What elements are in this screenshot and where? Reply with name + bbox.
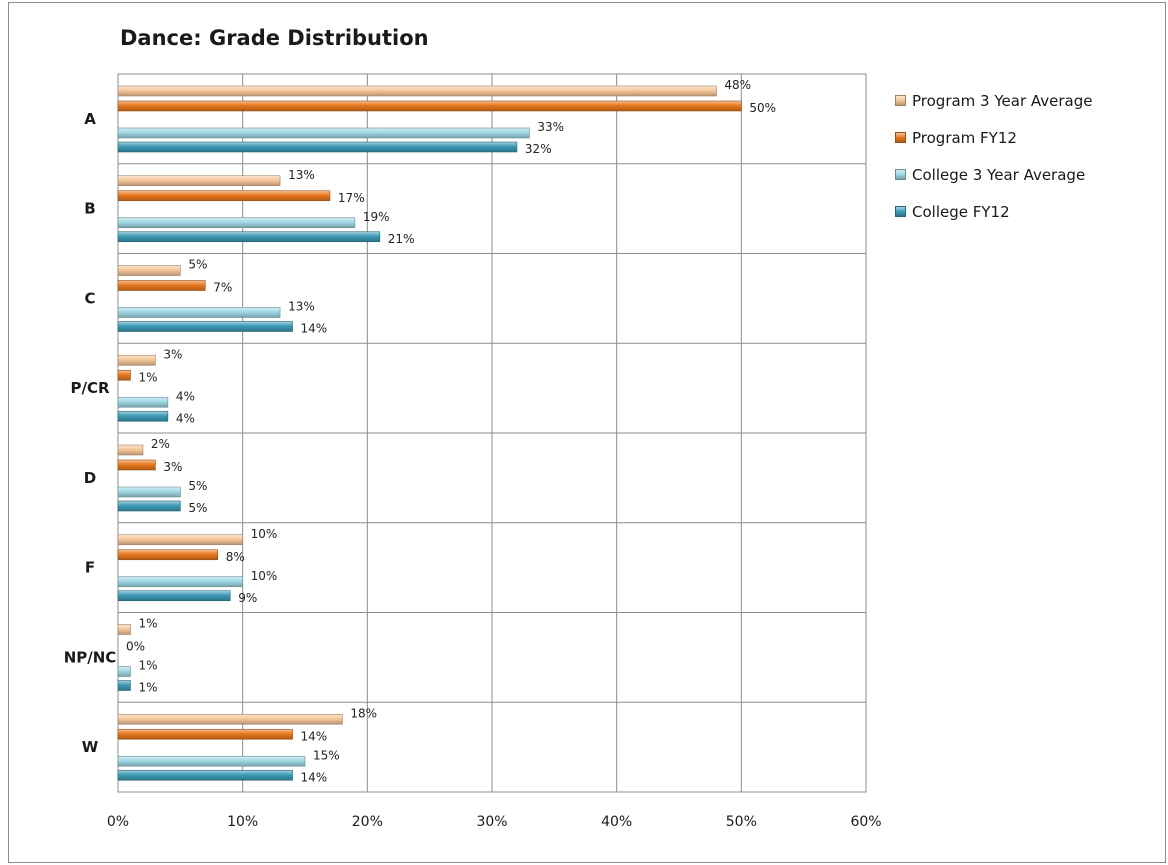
- legend-swatch: [895, 95, 906, 106]
- bar-value-label: 14%: [301, 770, 328, 784]
- bar-value-label: 5%: [188, 258, 207, 272]
- bar: [117, 217, 356, 229]
- x-tick-label: 10%: [227, 814, 258, 830]
- bar-value-label: 33%: [537, 120, 564, 134]
- bar: [117, 127, 530, 139]
- bar: [117, 307, 281, 318]
- bar-value-label: 0%: [126, 640, 145, 654]
- bar: [117, 321, 293, 332]
- bar: [117, 354, 156, 366]
- bar: [117, 396, 169, 408]
- legend-swatch: [895, 206, 906, 217]
- legend-label: Program FY12: [912, 128, 1017, 147]
- chart-legend: Program 3 Year Average Program FY12 Colleg…: [895, 82, 1093, 230]
- bar: [117, 444, 144, 456]
- bar: [117, 190, 331, 202]
- bar-value-label: 5%: [188, 479, 207, 493]
- bar-value-label: 2%: [151, 437, 170, 451]
- bar: [117, 500, 181, 512]
- legend-item: Program FY12: [895, 119, 1093, 156]
- category-label: C: [84, 289, 95, 307]
- bar-value-label: 9%: [238, 591, 257, 605]
- bar: [117, 265, 181, 276]
- bar: [117, 549, 219, 561]
- bar-value-label: 13%: [288, 300, 315, 314]
- bar-value-label: 1%: [138, 617, 157, 631]
- category-label: W: [82, 738, 99, 756]
- bar-value-label: 14%: [301, 729, 328, 743]
- bar-value-label: 50%: [749, 101, 776, 115]
- bar: [117, 486, 181, 498]
- category-label: P/CR: [70, 379, 109, 397]
- legend-item: College FY12: [895, 193, 1093, 230]
- legend-swatch: [895, 169, 906, 180]
- bar: [117, 590, 231, 602]
- bar: [117, 410, 169, 422]
- category-label: F: [85, 559, 95, 577]
- bar-value-label: 1%: [138, 681, 157, 695]
- bar-value-label: 18%: [350, 706, 377, 720]
- bar: [117, 459, 156, 471]
- bar-value-label: 21%: [388, 232, 415, 246]
- bar-value-label: 1%: [138, 659, 157, 673]
- bar: [117, 624, 131, 635]
- bar: [117, 666, 131, 677]
- bar-value-label: 32%: [525, 142, 552, 156]
- bar-value-label: 17%: [338, 191, 365, 205]
- bar-value-label: 4%: [176, 411, 195, 425]
- bar: [117, 576, 243, 588]
- bar: [117, 713, 343, 725]
- x-tick-label: 60%: [850, 814, 881, 830]
- category-label: B: [84, 200, 95, 218]
- bar: [117, 728, 293, 740]
- legend-label: College 3 Year Average: [912, 165, 1086, 184]
- bar: [117, 175, 281, 187]
- bar-value-label: 10%: [251, 527, 278, 541]
- bar-value-label: 1%: [138, 370, 157, 384]
- legend-label: College FY12: [912, 202, 1010, 221]
- bar-value-label: 4%: [176, 389, 195, 403]
- bar: [117, 680, 131, 691]
- bar: [117, 280, 206, 291]
- chart-title: Dance: Grade Distribution: [120, 26, 429, 50]
- bar: [117, 755, 306, 767]
- bar: [117, 534, 243, 546]
- x-tick-label: 40%: [601, 814, 632, 830]
- bar-value-label: 5%: [188, 501, 207, 515]
- bar-value-label: 13%: [288, 168, 315, 182]
- category-label: A: [84, 110, 96, 128]
- bar-value-label: 48%: [724, 78, 751, 92]
- bar-value-label: 10%: [251, 569, 278, 583]
- bar: [117, 231, 381, 243]
- bar: [117, 100, 742, 112]
- bar-value-label: 3%: [163, 460, 182, 474]
- bar-value-label: 8%: [226, 550, 245, 564]
- category-label: NP/NC: [64, 648, 117, 666]
- bar: [117, 85, 717, 97]
- bar: [117, 369, 131, 381]
- bar: [117, 769, 293, 781]
- x-tick-label: 20%: [352, 814, 383, 830]
- bar-value-label: 14%: [301, 322, 328, 336]
- x-tick-label: 0%: [107, 814, 129, 830]
- x-tick-label: 30%: [476, 814, 507, 830]
- category-label: D: [84, 469, 96, 487]
- legend-label: Program 3 Year Average: [912, 91, 1093, 110]
- legend-item: Program 3 Year Average: [895, 82, 1093, 119]
- bar-value-label: 15%: [313, 748, 340, 762]
- bar-value-label: 19%: [363, 210, 390, 224]
- legend-item: College 3 Year Average: [895, 156, 1093, 193]
- bar-value-label: 3%: [163, 347, 182, 361]
- legend-swatch: [895, 132, 906, 143]
- bar: [117, 141, 518, 153]
- bar-value-label: 7%: [213, 281, 232, 295]
- x-tick-label: 50%: [726, 814, 757, 830]
